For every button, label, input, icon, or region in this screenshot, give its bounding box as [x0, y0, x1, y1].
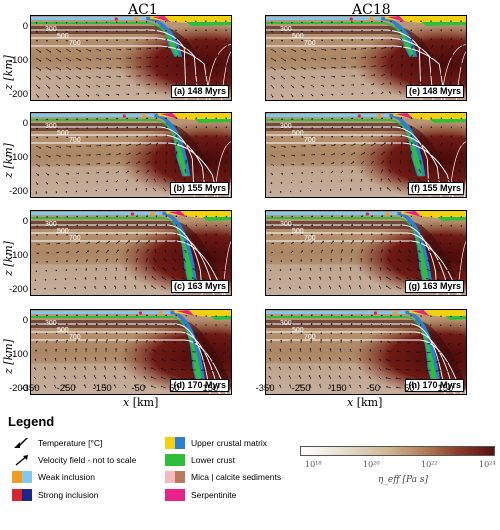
isotherm-icon	[12, 437, 32, 449]
isotherm-label: 500	[292, 327, 304, 334]
model-panel: (f) 155 Myrs 300 500 700	[265, 112, 467, 198]
legend-item: Mica | calcite sediments	[165, 471, 281, 483]
model-panel: (b) 155 Myrs 300 500 700	[30, 112, 232, 198]
isotherm-label: 300	[280, 123, 292, 130]
legend-item-label: Mica | calcite sediments	[191, 472, 282, 482]
x-tick: 50	[403, 383, 415, 394]
colorbar-tick: 10²⁴	[479, 460, 496, 469]
y-tick: -200	[8, 284, 28, 295]
x-tick: 150	[437, 383, 454, 394]
legend-item-label: Upper crustal matrix	[191, 438, 268, 448]
legend-title: Legend	[8, 414, 55, 429]
x-tick: -150	[327, 383, 347, 394]
x-axis-label: x [km]	[123, 396, 159, 409]
x-tick: 150	[202, 383, 219, 394]
x-tick: -350	[20, 383, 40, 394]
panel-label: (c) 163 Myrs	[170, 280, 229, 293]
isotherm-label: 300	[45, 123, 57, 130]
legend-swatch	[165, 489, 185, 501]
y-tick: -100	[8, 349, 28, 360]
legend-item-label: Lower crust	[191, 455, 235, 465]
legend-item: Upper crustal matrix	[165, 437, 267, 449]
isotherm-label: 300	[280, 320, 292, 327]
x-tick: -50	[131, 383, 146, 394]
y-tick: -100	[8, 152, 28, 163]
legend-swatch	[165, 437, 185, 449]
arrow-icon	[12, 454, 32, 466]
model-panel: (g) 163 Myrs 300 500 700	[265, 210, 467, 296]
isotherm-label: 700	[69, 334, 81, 341]
x-tick: -150	[92, 383, 112, 394]
legend-item: Lower crust	[165, 454, 235, 466]
y-tick: -100	[8, 55, 28, 66]
x-tick: 50	[168, 383, 180, 394]
model-panel: (e) 148 Myrs 300 500 700	[265, 15, 467, 101]
isotherm-label: 300	[45, 26, 57, 33]
panel-label: (d) 170 Myrs	[170, 379, 229, 392]
isotherm-label: 700	[304, 334, 316, 341]
legend-item: Strong inclusion	[12, 489, 98, 501]
y-tick: 0	[22, 216, 28, 227]
column-title-ac1: AC1	[128, 2, 158, 18]
isotherm-label: 300	[280, 221, 292, 228]
panel-label: (b) 155 Myrs	[170, 182, 229, 195]
isotherm-label: 700	[69, 235, 81, 242]
colorbar-tick: 10²²	[421, 460, 438, 469]
legend-item: Velocity field - not to scale	[12, 454, 136, 466]
panel-label: (g) 163 Myrs	[405, 280, 464, 293]
model-panel: (d) 170 Myrs 300 500 700	[30, 309, 232, 395]
isotherm-label: 300	[45, 320, 57, 327]
colorbar-label: η_eff [Pa s]	[378, 475, 428, 485]
x-tick: -50	[366, 383, 381, 394]
isotherm-label: 500	[57, 228, 69, 235]
isotherm-label: 700	[304, 40, 316, 47]
legend-item-label: Temperature [°C]	[38, 438, 103, 448]
legend-item-label: Weak inclusion	[38, 472, 96, 482]
isotherm-label: 500	[292, 33, 304, 40]
legend-item: Temperature [°C]	[12, 437, 102, 449]
panel-label: (f) 155 Myrs	[407, 182, 464, 195]
y-tick: 0	[22, 315, 28, 326]
isotherm-label: 500	[57, 327, 69, 334]
legend-item: Weak inclusion	[12, 471, 95, 483]
y-tick: -200	[8, 186, 28, 197]
colorbar-tick: 10¹⁸	[305, 460, 322, 469]
model-panel: (c) 163 Myrs 300 500 700	[30, 210, 232, 296]
panel-label: (e) 148 Myrs	[405, 85, 464, 98]
isotherm-label: 700	[69, 40, 81, 47]
isotherm-label: 500	[292, 130, 304, 137]
legend-swatch	[12, 471, 32, 483]
isotherm-label: 500	[292, 228, 304, 235]
y-tick: 0	[22, 118, 28, 129]
y-tick: -200	[8, 89, 28, 100]
viscosity-colorbar	[300, 446, 495, 456]
legend-item-label: Strong inclusion	[38, 490, 99, 500]
legend-swatch	[12, 489, 32, 501]
legend-item-label: Serpentinite	[191, 490, 237, 500]
x-tick: -250	[56, 383, 76, 394]
isotherm-label: 500	[57, 33, 69, 40]
y-tick: -200	[8, 383, 28, 394]
isotherm-label: 300	[45, 221, 57, 228]
y-tick: 0	[22, 21, 28, 32]
column-title-ac18: AC18	[352, 2, 391, 18]
isotherm-label: 700	[69, 137, 81, 144]
model-panel: (a) 148 Myrs 300 500 700	[30, 15, 232, 101]
colorbar-tick: 10²⁰	[363, 460, 380, 469]
panel-label: (a) 148 Myrs	[170, 85, 229, 98]
legend-swatch	[165, 471, 185, 483]
legend-item-label: Velocity field - not to scale	[38, 455, 137, 465]
legend-item: Serpentinite	[165, 489, 236, 501]
model-panel: (h) 170 Myrs 300 500 700	[265, 309, 467, 395]
isotherm-label: 700	[304, 137, 316, 144]
x-tick: -250	[291, 383, 311, 394]
x-axis-label: x [km]	[347, 396, 383, 409]
isotherm-label: 500	[57, 130, 69, 137]
x-tick: -350	[255, 383, 275, 394]
panel-label: (h) 170 Myrs	[405, 379, 464, 392]
y-tick: -100	[8, 250, 28, 261]
isotherm-label: 700	[304, 235, 316, 242]
isotherm-label: 300	[280, 26, 292, 33]
legend-swatch	[165, 454, 185, 466]
